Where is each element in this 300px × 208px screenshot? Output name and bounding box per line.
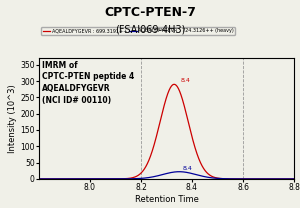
X-axis label: Retention Time: Retention Time [135, 195, 198, 204]
Text: IMRM of
CPTC-PTEN peptide 4
AQEALDFYGEVR
(NCI ID# 00110): IMRM of CPTC-PTEN peptide 4 AQEALDFYGEVR… [41, 61, 134, 105]
Y-axis label: Intensity (10^3): Intensity (10^3) [8, 84, 17, 153]
Text: 8.4: 8.4 [183, 166, 193, 171]
Text: (FSAI069-4H3): (FSAI069-4H3) [115, 25, 185, 35]
Legend: AQEALDFYGEVR : 699.3191++, AQEALDFYGEVR : 724.3126++ (heavy): AQEALDFYGEVR : 699.3191++, AQEALDFYGEVR … [41, 27, 235, 35]
Text: 8.4: 8.4 [181, 78, 190, 83]
Text: CPTC-PTEN-7: CPTC-PTEN-7 [104, 6, 196, 19]
